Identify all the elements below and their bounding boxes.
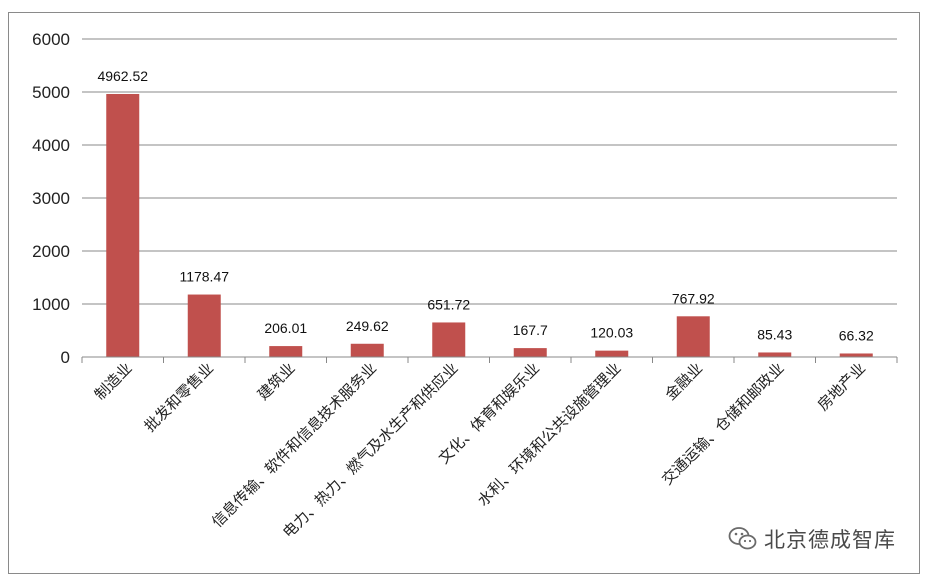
watermark: 北京德成智库 — [728, 523, 896, 555]
x-axis — [81, 356, 898, 363]
bar — [676, 316, 710, 357]
y-tick-label: 6000 — [32, 30, 70, 49]
y-tick-label: 4000 — [32, 136, 70, 155]
wechat-icon — [728, 527, 757, 550]
category-label: 批发和零售业 — [141, 359, 217, 435]
bars — [106, 93, 873, 357]
y-tick-label: 0 — [61, 348, 70, 367]
category-label: 信息传输、软件和信息技术服务业 — [208, 359, 380, 531]
category-label: 金融业 — [662, 359, 707, 404]
data-label: 767.92 — [672, 290, 715, 306]
bar — [513, 348, 547, 357]
bar — [106, 93, 140, 357]
category-label: 房地产业 — [814, 359, 869, 414]
bar — [187, 294, 221, 357]
data-label: 85.43 — [757, 326, 792, 342]
bar — [595, 350, 629, 357]
y-tick-label: 3000 — [32, 189, 70, 208]
data-label: 206.01 — [264, 320, 307, 336]
category-label: 电力、热力、燃气及水生产和供应业 — [279, 359, 461, 541]
bar — [839, 353, 873, 357]
gridlines — [82, 38, 897, 305]
bar — [758, 352, 792, 357]
data-label: 66.32 — [839, 327, 874, 343]
y-tick-label: 1000 — [32, 295, 70, 314]
bar — [432, 322, 466, 357]
category-label: 水利、环境和公共设施管理业 — [474, 359, 625, 510]
data-label: 1178.47 — [179, 269, 229, 285]
y-tick-label: 5000 — [32, 83, 70, 102]
data-label: 4962.52 — [97, 68, 148, 84]
category-label: 建筑业 — [254, 359, 299, 404]
y-tick-label: 2000 — [32, 242, 70, 261]
bar — [269, 346, 303, 357]
data-label: 120.03 — [590, 325, 633, 341]
y-axis-ticks: 0 1000 2000 3000 4000 5000 6000 — [32, 30, 70, 367]
data-label: 249.62 — [346, 318, 389, 334]
data-label: 651.72 — [427, 296, 470, 312]
chart-frame: 0 1000 2000 3000 4000 5000 6000 4962.52 1178.47… — [8, 12, 920, 574]
data-label: 167.7 — [513, 322, 548, 338]
category-labels: 制造业 批发和零售业 建筑业信息传输、软件和信息技术服务业电力、热力、燃气及水生产和… — [91, 359, 869, 541]
watermark-text: 北京德成智库 — [764, 528, 896, 552]
category-label: 制造业 — [91, 359, 136, 404]
bar-chart: 0 1000 2000 3000 4000 5000 6000 4962.52 1178.47… — [32, 30, 898, 542]
bar — [350, 343, 384, 357]
data-labels: 4962.52 1178.47 206.01 249.62 651.72 167.7 120… — [97, 68, 874, 343]
